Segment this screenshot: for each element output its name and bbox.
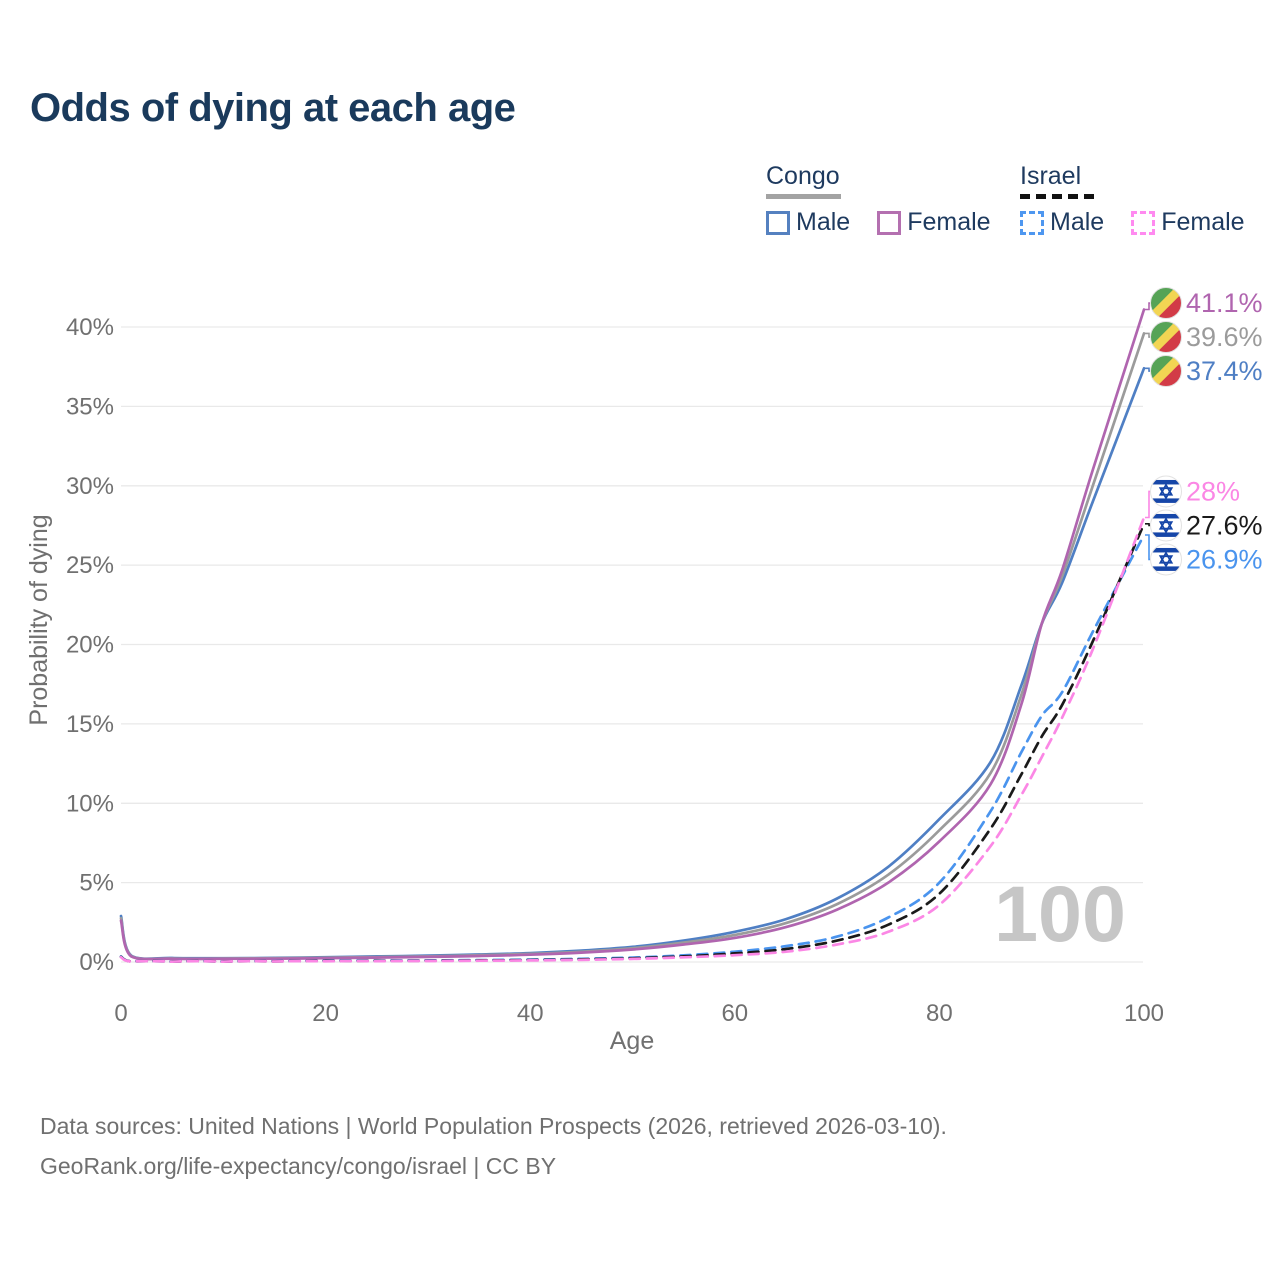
label-connector-congo-average: [1145, 332, 1150, 338]
source-url-line: GeoRank.org/life-expectancy/congo/israel…: [40, 1153, 557, 1179]
congo-female-swatch-icon: [877, 210, 902, 235]
end-value-label-congo-female: 41.1%: [1186, 288, 1263, 318]
legend-item-israel-female[interactable]: Female: [1131, 208, 1245, 237]
y-tick-label: 0%: [79, 949, 114, 976]
label-connector-congo-male: [1145, 367, 1150, 372]
line-congo-male[interactable]: [119, 366, 1146, 961]
legend-item-label: Female: [1161, 208, 1245, 236]
end-value-label-congo-male: 37.4%: [1186, 356, 1263, 386]
x-tick-label: 0: [114, 1000, 127, 1027]
footer-attribution: Data sources: United Nations | World Pop…: [40, 1106, 947, 1186]
line-israel-female[interactable]: [119, 516, 1146, 964]
legend-item-israel-male[interactable]: Male: [1020, 208, 1104, 237]
legend-item-label: Male: [796, 208, 851, 236]
israel-flag-icon: [1150, 509, 1182, 542]
y-tick-label: 20%: [66, 632, 114, 659]
x-tick-label: 60: [721, 1000, 748, 1027]
legend-group-congo-title: Congo: [766, 162, 840, 190]
y-tick-label: 5%: [79, 870, 114, 897]
x-axis-title: Age: [610, 1027, 654, 1055]
israel-flag-icon: [1150, 543, 1182, 576]
legend-congo-linestyle-sample: [766, 194, 841, 199]
congo-male-swatch-icon: [766, 210, 790, 235]
data-sources-line: Data sources: United Nations | World Pop…: [40, 1113, 947, 1139]
label-connector-israel-female: [1145, 490, 1150, 519]
legend-group-israel-title: Israel: [1020, 162, 1082, 190]
line-congo-average[interactable]: [119, 332, 1146, 961]
y-tick-label: 15%: [66, 711, 114, 738]
legend-item-congo-male[interactable]: Male: [766, 208, 850, 237]
israel-flag-icon: [1150, 475, 1182, 508]
y-tick-label: 10%: [66, 790, 114, 817]
line-congo-female[interactable]: [119, 308, 1146, 961]
hovered-age-watermark: 100: [994, 869, 1126, 958]
y-tick-label: 30%: [66, 473, 114, 500]
end-value-label-israel-male: 26.9%: [1186, 544, 1263, 574]
y-tick-label: 35%: [66, 393, 114, 420]
x-tick-label: 80: [926, 1000, 953, 1027]
legend-item-label: Female: [907, 208, 991, 236]
page-title: Odds of dying at each age: [30, 86, 516, 130]
y-tick-label: 25%: [66, 552, 114, 579]
x-tick-label: 40: [517, 1000, 544, 1027]
label-connector-israel-average: [1145, 523, 1150, 527]
end-value-label-israel-average: 27.6%: [1186, 510, 1263, 540]
end-value-label-congo-average: 39.6%: [1186, 322, 1263, 352]
congo-flag-icon: [1150, 321, 1182, 354]
x-tick-label: 20: [312, 1000, 339, 1027]
label-connector-congo-female: [1145, 302, 1150, 311]
end-value-label-israel-female: 28%: [1186, 476, 1240, 506]
x-tick-label: 100: [1124, 1000, 1164, 1027]
congo-flag-icon: [1150, 287, 1182, 320]
legend-item-label: Male: [1050, 208, 1105, 236]
legend-group-israel: Israel Male Female: [1020, 162, 1245, 237]
y-axis-title: Probability of dying: [25, 514, 53, 725]
israel-male-swatch-icon: [1020, 210, 1044, 235]
line-israel-male[interactable]: [119, 533, 1146, 963]
y-tick-label: 40%: [66, 314, 114, 341]
legend-item-congo-female[interactable]: Female: [877, 208, 991, 237]
congo-flag-icon: [1150, 355, 1182, 388]
legend-israel-linestyle-sample: [1020, 194, 1095, 199]
label-connector-israel-male: [1145, 534, 1150, 561]
israel-female-swatch-icon: [1131, 210, 1156, 235]
legend-group-congo: Congo Male Female: [766, 162, 991, 237]
line-israel-average[interactable]: [119, 522, 1146, 963]
